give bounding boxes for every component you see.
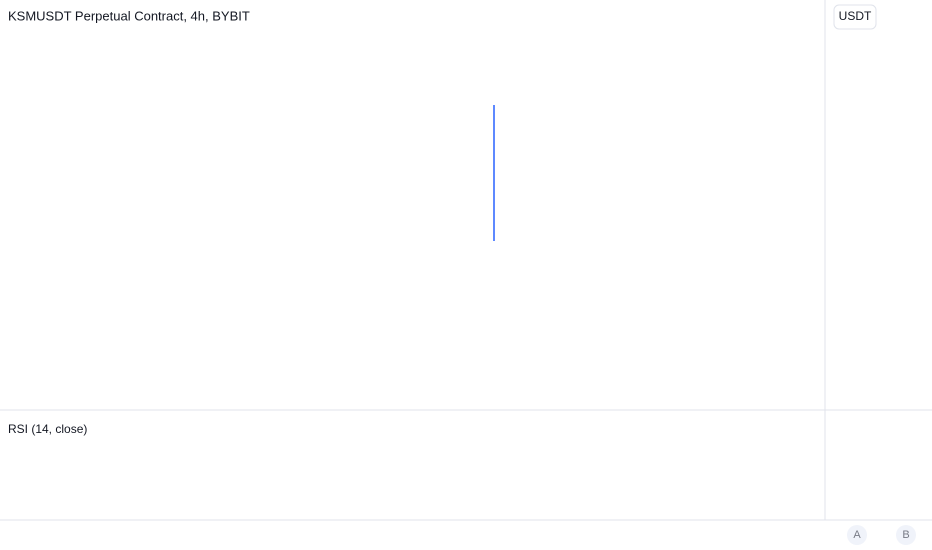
- currency-button[interactable]: [833, 4, 877, 30]
- rsi-title: RSI (14, close): [8, 422, 87, 436]
- chart-title: KSMUSDT Perpetual Contract, 4h, BYBIT: [8, 8, 250, 23]
- scale-a-label: A: [853, 529, 861, 541]
- scale-b-label: B: [902, 529, 909, 541]
- rsi-title-bg: [0, 420, 88, 440]
- scale-a-button[interactable]: [847, 525, 867, 545]
- currency-label: USDT: [839, 9, 872, 23]
- title-bg: [4, 5, 244, 29]
- scale-b-button[interactable]: [896, 525, 916, 545]
